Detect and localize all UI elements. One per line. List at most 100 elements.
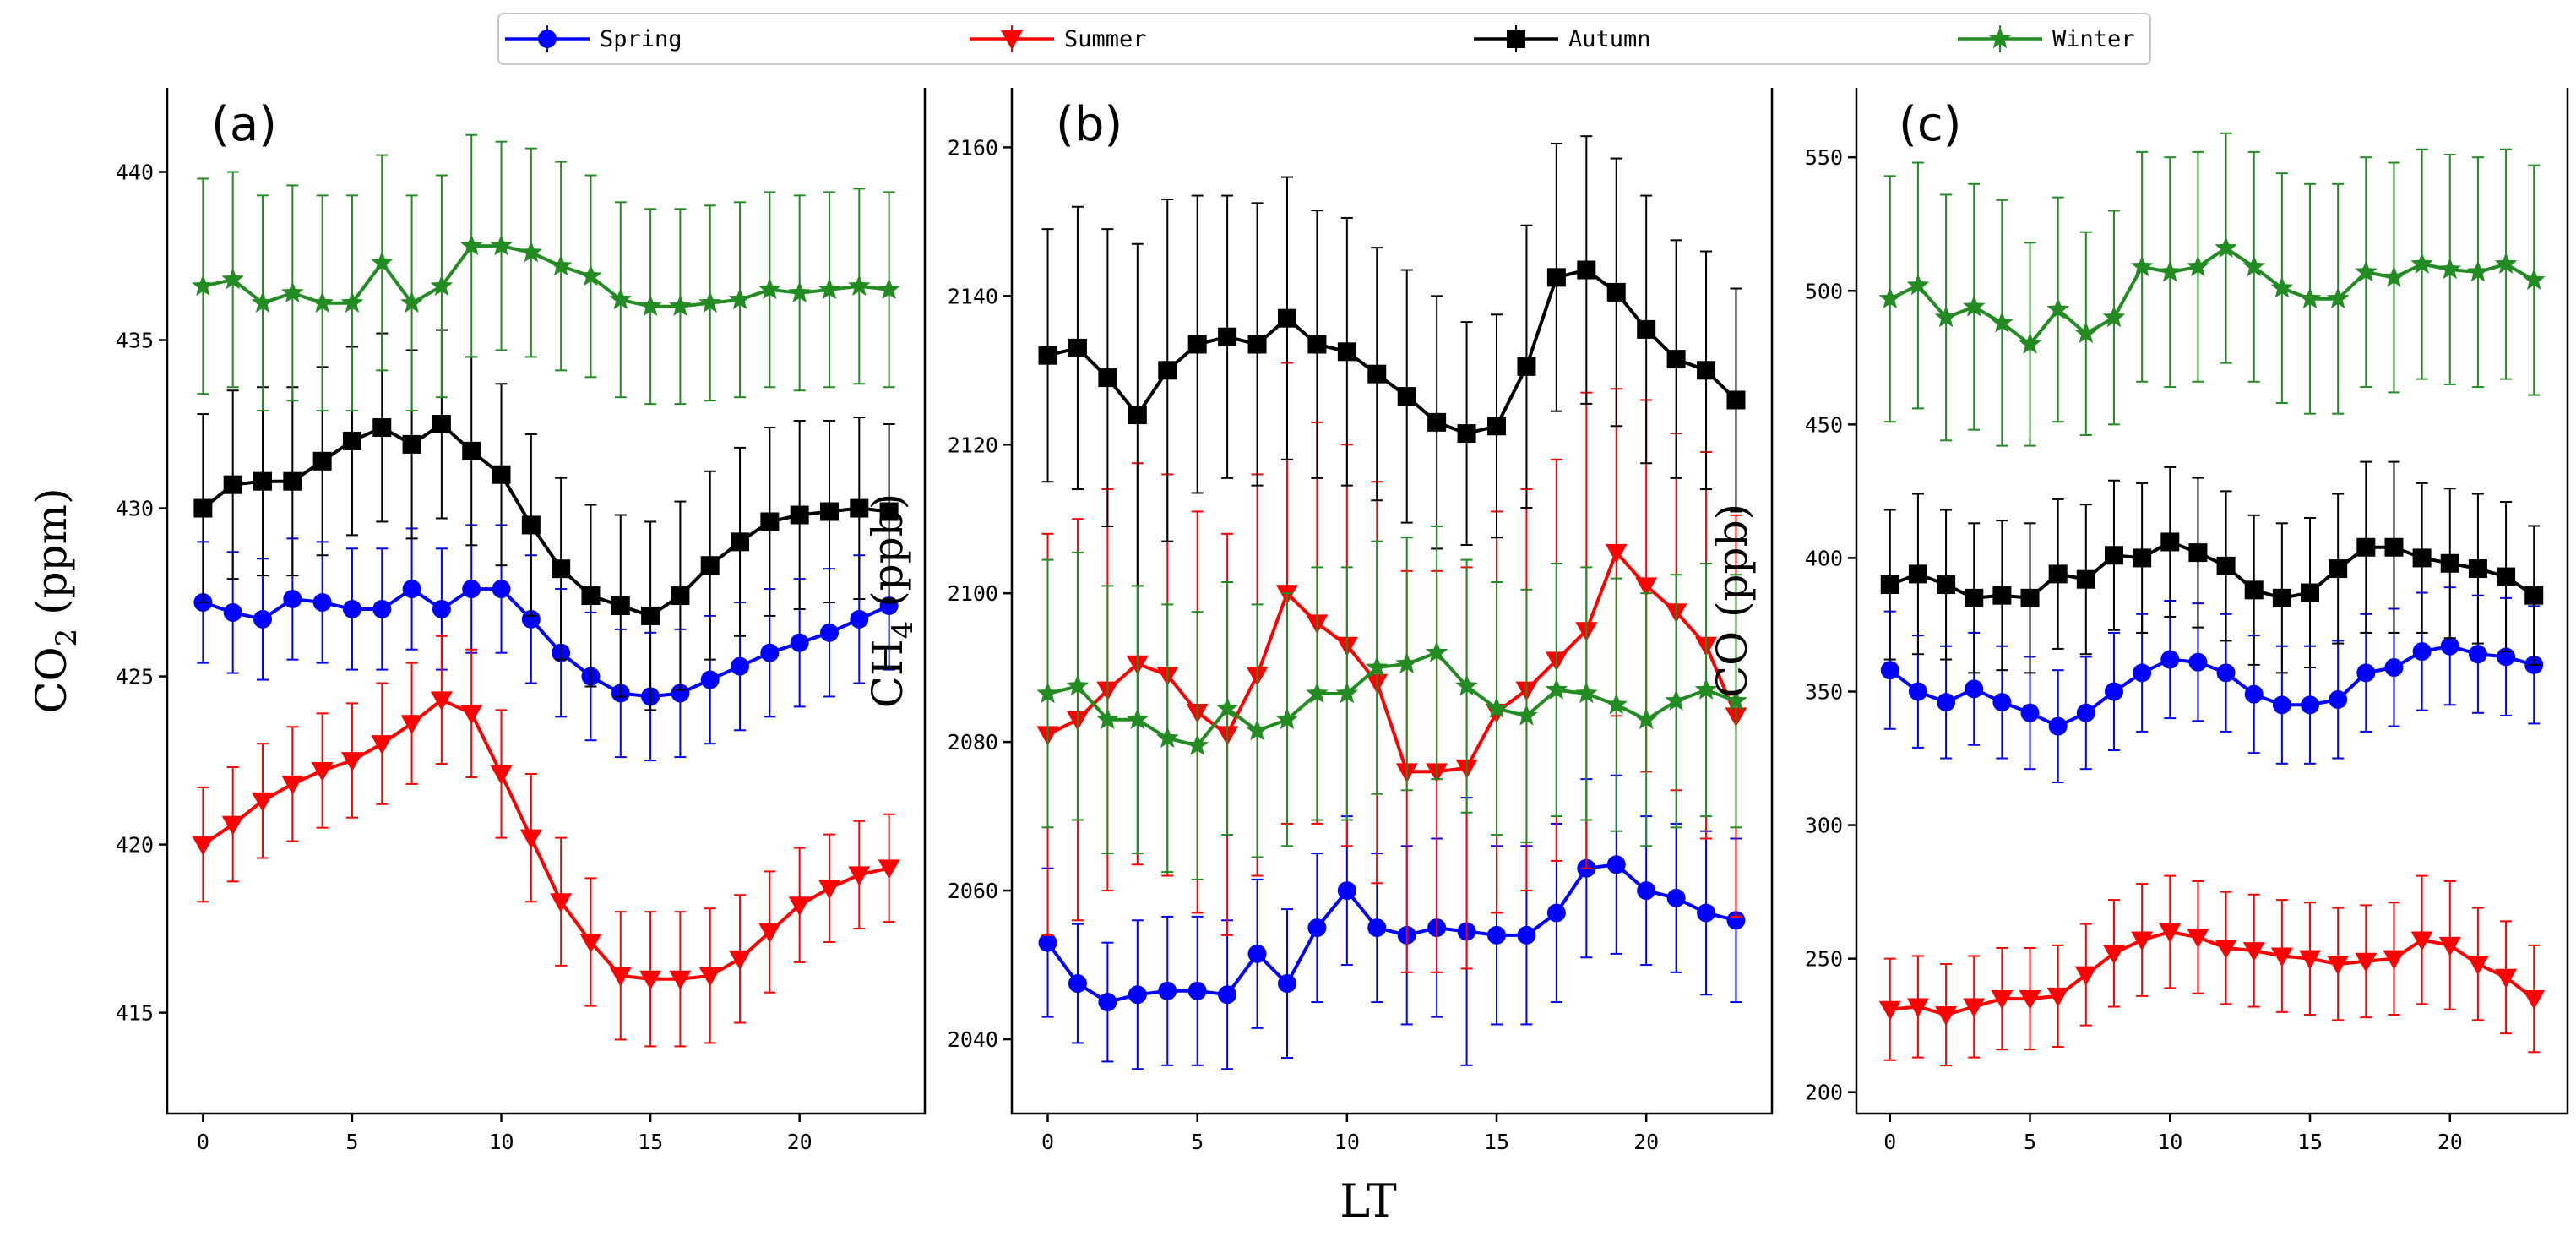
y-tick-label: 2160 (948, 135, 998, 160)
data-point (1606, 855, 1626, 874)
data-point (462, 441, 481, 460)
data-point (2412, 548, 2432, 568)
data-point (850, 609, 869, 629)
data-point (2383, 265, 2405, 287)
data-point (2133, 663, 2152, 683)
series-spring (1038, 774, 1746, 1070)
data-point (1935, 1006, 1958, 1027)
data-point (1906, 998, 1929, 1018)
legend-label: Spring (600, 26, 682, 52)
data-point (1098, 368, 1117, 388)
data-point (490, 234, 513, 256)
series-line (202, 587, 890, 699)
data-point (2438, 936, 2461, 956)
x-tick-label: 5 (345, 1130, 358, 1154)
data-point (1307, 335, 1327, 354)
data-point (700, 670, 720, 689)
data-point (1605, 693, 1628, 715)
y-axis-label: CH4 (ppb) (863, 493, 920, 708)
data-point (847, 274, 871, 297)
data-point (340, 291, 364, 313)
data-point (2355, 260, 2378, 282)
data-point (609, 287, 633, 310)
data-point (2523, 990, 2546, 1010)
legend-marker (1507, 30, 1525, 48)
y-tick-label: 2040 (948, 1027, 998, 1052)
data-point (671, 586, 690, 606)
data-point (2216, 556, 2236, 575)
data-point (2074, 966, 2097, 986)
data-point (2104, 546, 2123, 565)
data-point (1038, 933, 1057, 952)
data-point (2270, 947, 2293, 967)
y-tick-label: 2140 (948, 284, 998, 308)
data-point (550, 893, 573, 913)
data-point (2468, 645, 2487, 664)
data-point (1517, 925, 1536, 945)
data-point (700, 556, 720, 575)
data-point (253, 471, 273, 491)
series-line (1889, 246, 2535, 346)
data-point (1247, 335, 1267, 354)
data-point (402, 434, 421, 454)
data-point (639, 294, 662, 317)
data-point (519, 241, 543, 263)
data-point (521, 515, 541, 535)
data-point (1098, 993, 1117, 1012)
data-point (2020, 588, 2040, 607)
data-point (1306, 681, 1329, 704)
data-point (2215, 236, 2237, 259)
data-point (342, 431, 361, 450)
data-point (1992, 586, 2012, 605)
data-point (1155, 726, 1179, 749)
data-point (2468, 559, 2487, 579)
data-point (1187, 335, 1207, 354)
data-point (1937, 575, 1956, 595)
data-point (1606, 282, 1626, 302)
data-point (2076, 703, 2095, 722)
legend-entry-summer: Summer (970, 25, 1147, 52)
data-point (1991, 990, 2014, 1010)
data-point (790, 505, 809, 525)
data-point (252, 792, 274, 812)
data-point (2158, 260, 2182, 282)
data-point (698, 967, 721, 987)
y-tick-label: 500 (1805, 279, 1843, 303)
data-point (2438, 257, 2462, 280)
x-tick-label: 10 (1334, 1130, 1360, 1154)
data-point (579, 264, 602, 286)
data-point (1485, 696, 1508, 718)
data-point (1367, 364, 1387, 384)
data-point (669, 970, 692, 990)
data-point (402, 580, 421, 599)
data-point (790, 633, 809, 652)
data-point (878, 859, 900, 880)
data-point (1068, 338, 1087, 357)
data-point (731, 656, 750, 676)
data-point (311, 762, 334, 782)
data-point (2440, 636, 2459, 656)
data-point (1158, 361, 1177, 380)
data-point (430, 274, 454, 297)
y-tick-label: 550 (1805, 145, 1843, 170)
data-point (728, 287, 752, 310)
data-point (1397, 387, 1416, 406)
data-point (2046, 297, 2069, 319)
data-point (2159, 923, 2182, 944)
data-point (1637, 881, 1656, 901)
data-point (2244, 684, 2264, 704)
data-point (1307, 918, 1327, 938)
data-point (2187, 929, 2209, 949)
axes-frame (1855, 88, 2569, 1115)
data-point (459, 234, 483, 256)
data-point (2104, 682, 2123, 701)
data-point (1126, 707, 1149, 730)
data-point (281, 775, 304, 795)
series-summer (1878, 874, 2546, 1067)
data-point (1878, 286, 1902, 309)
data-point (2356, 663, 2376, 683)
data-point (1515, 704, 1538, 726)
data-point (2242, 254, 2266, 277)
data-point (1694, 678, 1718, 700)
